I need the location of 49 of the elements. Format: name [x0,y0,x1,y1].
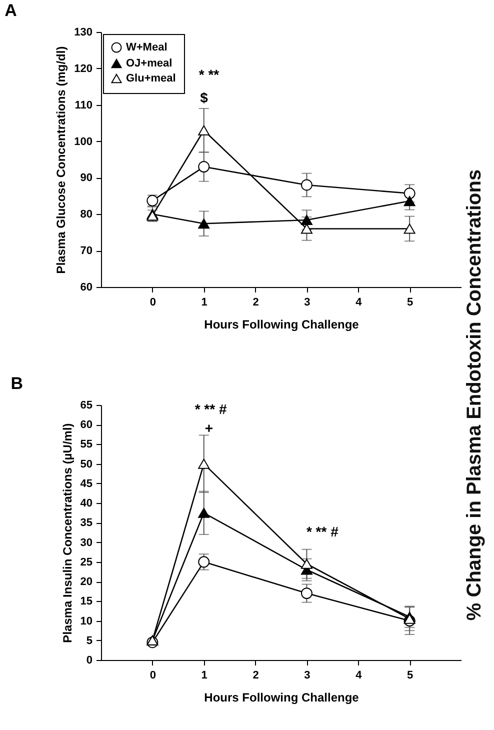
x-tick-label: 5 [407,670,414,682]
chart-title: B [10,374,24,393]
y-tick-label: 60 [80,282,92,294]
annotation: * ** # [194,401,227,418]
x-tick-label: 0 [150,296,156,308]
y-tick-label: 120 [74,62,92,75]
annotation: * ** # [306,524,339,540]
y-tick-label: 100 [74,136,92,148]
y-tick-label: 70 [80,245,92,258]
text: % Change in Plasma Endotoxin Concentrations [464,169,486,621]
y-tick-label: 35 [80,517,92,530]
annotation: * ** [198,66,220,82]
y-tick-label: 90 [80,172,92,184]
x-axis-title: Hours Following Challenge [204,690,360,704]
y-tick-label: 0 [86,654,92,666]
x-tick-label: 3 [304,670,310,682]
legend-label: Glu+meal [126,72,176,84]
y-tick-label: 25 [80,556,92,568]
y-axis-title: Plasma Glucose Concentrations (mg/dl) [54,46,68,274]
y-tick-label: 55 [80,438,92,451]
y-tick-label: 40 [80,498,92,510]
x-tick-label: 2 [252,670,259,682]
x-tick-label: 5 [407,296,414,308]
x-tick-label: 4 [356,670,363,682]
y-tick-label: 20 [80,576,92,588]
y-tick-label: 60 [80,419,92,432]
x-tick-label: 1 [201,670,208,682]
annotation: $ [200,89,208,106]
x-tick-label: 1 [201,296,208,308]
y-tick-label: 45 [80,478,92,490]
annotation: + [204,420,214,436]
legend-label: W+Meal [126,42,168,54]
y-tick-label: 65 [80,400,92,412]
chart-title: A [4,1,17,20]
y-tick-label: 130 [74,26,92,38]
x-tick-label: 3 [304,296,310,308]
y-tick-label: 10 [80,615,92,628]
legend-label: OJ+meal [126,58,172,70]
y-tick-label: 30 [80,536,92,549]
y-axis-title: Plasma Insulin Concentrations (µU/ml) [60,423,74,643]
y-tick-label: 80 [80,208,92,221]
y-tick-label: 50 [80,458,92,470]
x-axis-title: Hours Following Challenge [204,318,360,332]
y-tick-label: 5 [86,634,92,647]
x-tick-label: 0 [150,670,156,682]
x-tick-label: 4 [356,296,363,308]
y-tick-label: 15 [80,596,92,608]
y-tick-label: 110 [74,99,92,112]
x-tick-label: 2 [252,296,259,308]
